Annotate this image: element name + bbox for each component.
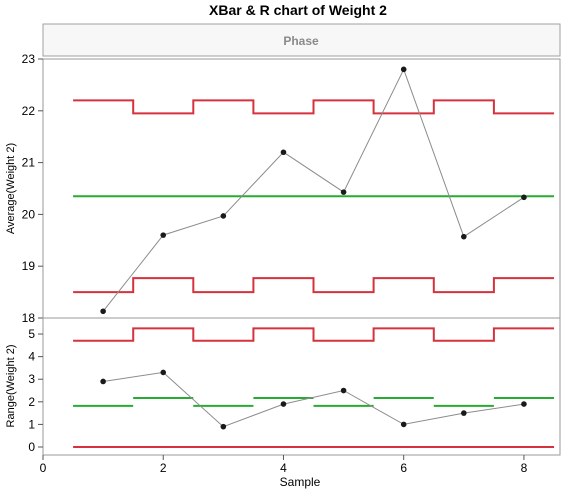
average-y-tick-label: 23 bbox=[22, 52, 36, 66]
average-series-line bbox=[102, 68, 525, 312]
average-frame bbox=[42, 58, 561, 319]
average-y-axis-label: Average(Weight 2) bbox=[5, 143, 17, 234]
x-tick-label: 8 bbox=[521, 461, 528, 475]
x-tick-label: 2 bbox=[160, 461, 167, 475]
range-data-point bbox=[100, 378, 106, 385]
range-ucl-line bbox=[73, 327, 554, 342]
average-data-point bbox=[160, 232, 167, 238]
chart-title: XBar & R chart of Weight 2 bbox=[209, 2, 387, 18]
range-frame bbox=[42, 317, 561, 456]
range-data-point bbox=[521, 401, 527, 407]
phase-header: Phase bbox=[42, 23, 561, 57]
range-data-point bbox=[160, 369, 167, 376]
range-data-point bbox=[461, 410, 467, 416]
average-data-point bbox=[100, 308, 106, 315]
range-y-tick-label: 1 bbox=[28, 417, 35, 431]
average-y-tick-label: 19 bbox=[22, 259, 36, 273]
range-data-point bbox=[220, 423, 227, 430]
average-y-tick-label: 18 bbox=[22, 311, 36, 325]
range-y-tick-label: 5 bbox=[28, 327, 35, 341]
average-ucl-line bbox=[73, 99, 554, 115]
range-y-tick-label: 3 bbox=[28, 372, 35, 386]
average-data-point bbox=[220, 213, 227, 219]
phase-label: Phase bbox=[283, 34, 319, 48]
range-y-tick-label: 0 bbox=[28, 440, 35, 454]
average-data-point bbox=[400, 66, 407, 73]
x-tick-label: 4 bbox=[280, 461, 287, 475]
average-data-point bbox=[280, 149, 287, 156]
x-tick-label: 0 bbox=[40, 461, 47, 475]
average-y-tick-label: 20 bbox=[22, 207, 36, 221]
average-panel: 18 19 20 21 22 23 Average(Weight 2) bbox=[5, 52, 561, 325]
average-data-point bbox=[461, 233, 467, 240]
range-data-point bbox=[400, 421, 407, 428]
range-data-point bbox=[340, 387, 347, 394]
average-data-point bbox=[521, 194, 527, 201]
range-y-axis-label: Range(Weight 2) bbox=[5, 345, 17, 428]
range-series-line bbox=[103, 371, 524, 428]
average-lcl-line bbox=[73, 277, 554, 294]
range-data-point bbox=[280, 401, 287, 407]
average-data-point bbox=[340, 189, 347, 195]
average-y-tick-label: 21 bbox=[22, 156, 36, 170]
range-y-tick-label: 2 bbox=[28, 395, 35, 409]
range-y-tick-label: 4 bbox=[28, 350, 35, 364]
x-axis-label: Sample bbox=[280, 475, 321, 489]
x-tick-label: 6 bbox=[400, 461, 407, 475]
average-y-tick-label: 22 bbox=[22, 104, 36, 118]
range-panel: 0 1 2 3 4 5 Range(Weight 2) bbox=[5, 317, 561, 456]
